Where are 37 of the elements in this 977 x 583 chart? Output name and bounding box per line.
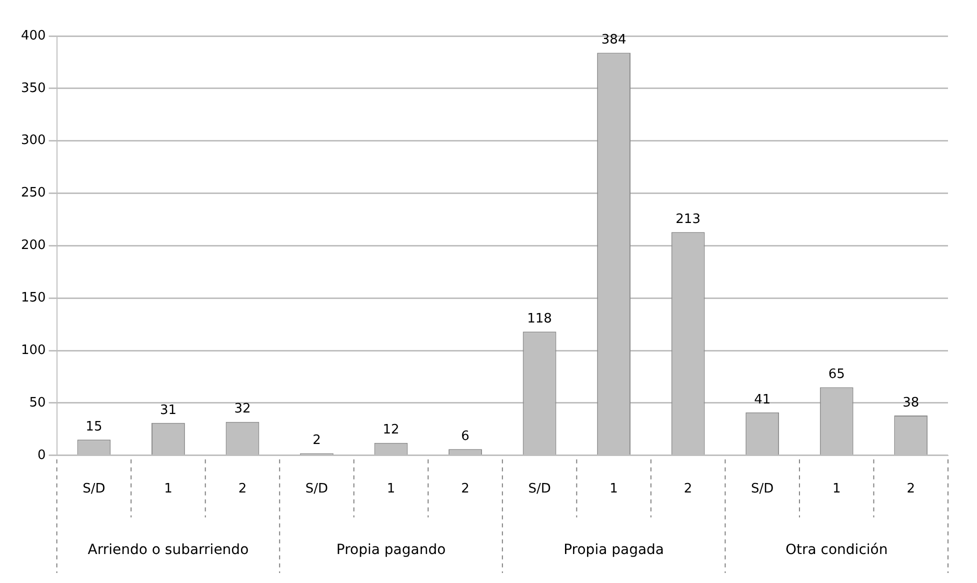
- y-tick-label: 300: [20, 133, 46, 148]
- y-tick-label: 150: [20, 290, 46, 306]
- data-label: 32: [234, 402, 251, 417]
- x-tick-label: 2: [461, 482, 470, 497]
- y-tick-label: 250: [20, 186, 46, 201]
- x-tick-label: 1: [832, 482, 841, 497]
- data-label: 65: [828, 367, 845, 382]
- y-tick-label: 400: [20, 28, 46, 44]
- x-tick-label: S/D: [305, 482, 328, 497]
- x-tick-label: S/D: [751, 482, 774, 497]
- text: Propia pagada: [564, 542, 664, 558]
- y-tick-label: 100: [20, 342, 46, 358]
- y-tick-label: 50: [29, 395, 46, 410]
- x-tick-label: 2: [238, 482, 247, 497]
- data-label: 6: [461, 428, 470, 444]
- y-tick-label: 350: [20, 80, 46, 96]
- data-label: 2: [312, 433, 321, 448]
- data-label: 118: [527, 312, 552, 327]
- data-label: 384: [601, 32, 626, 48]
- data-label: 41: [754, 392, 771, 408]
- y-tick-label: 200: [20, 238, 46, 254]
- data-label: 15: [86, 420, 102, 435]
- text: Arriendo o subarriendo: [88, 542, 249, 558]
- data-label: 31: [160, 402, 176, 418]
- data-label: 38: [902, 395, 920, 410]
- text: Otra condición: [785, 542, 888, 558]
- x-tick-label: S/D: [82, 482, 106, 497]
- x-tick-label: 1: [164, 482, 172, 497]
- x-tick-label: 1: [610, 482, 618, 497]
- text: Propia pagando: [336, 542, 446, 558]
- x-tick-label: 2: [906, 482, 916, 497]
- x-tick-label: 1: [386, 482, 396, 497]
- x-tick-label: S/D: [528, 482, 551, 497]
- y-tick-label: 0: [38, 448, 46, 463]
- data-label: 213: [676, 212, 700, 227]
- data-label: 12: [382, 422, 400, 438]
- x-tick-label: 2: [684, 482, 692, 497]
